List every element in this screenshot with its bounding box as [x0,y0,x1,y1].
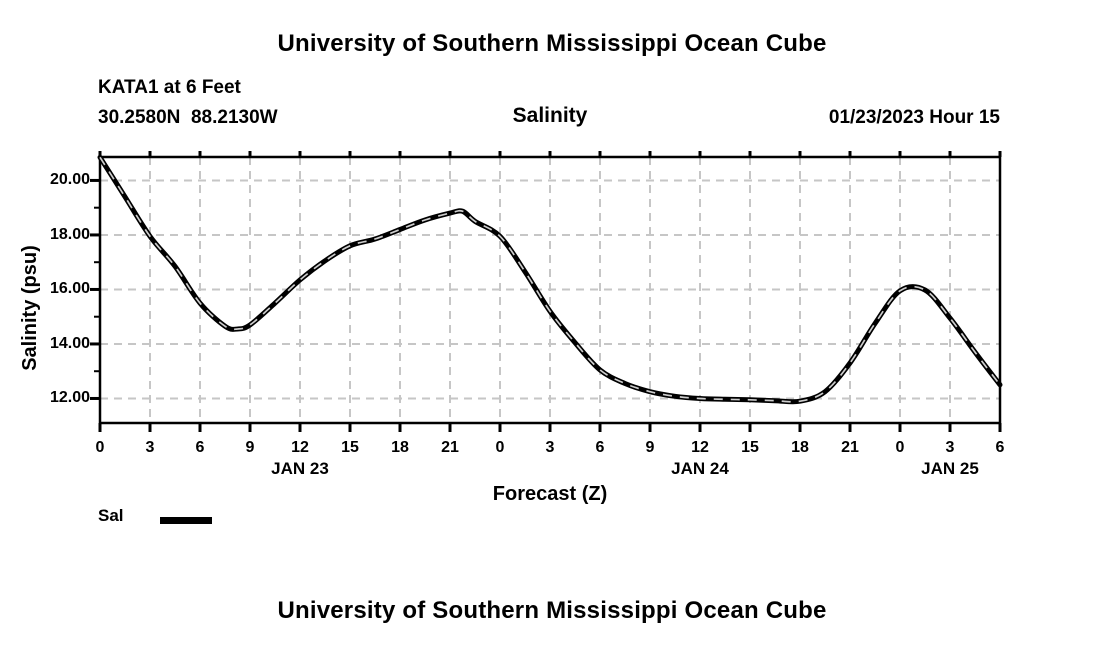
x-tick-label: 12 [691,439,709,456]
forecast-datetime: 01/23/2023 Hour 15 [828,107,1000,128]
salinity-curve [97,154,1003,405]
x-tick-label: 6 [195,439,205,456]
x-tick-label: 9 [245,439,255,456]
x-tick-label: 6 [595,439,605,456]
footer-title: University of Southern Mississippi Ocean… [277,597,827,624]
x-tick-label: 18 [791,439,809,456]
x-tick-label: 3 [545,439,555,456]
x-axis-label: Forecast (Z) [492,483,608,505]
x-tick-label: 15 [341,439,359,456]
legend-label: Sal [98,506,124,525]
x-tick-label: 6 [995,439,1005,456]
x-tick-label: 12 [291,439,309,456]
y-tick-label: 12.00 [49,389,90,407]
salinity-plot [90,151,1003,432]
day-label: JAN 25 [921,459,979,478]
x-tick-label: 21 [841,439,859,456]
page-title: University of Southern Mississippi Ocean… [277,30,827,57]
y-tick-label: 20.00 [49,171,90,189]
x-tick-label: 9 [645,439,655,456]
day-label: JAN 23 [271,459,329,478]
chart-title: Salinity [512,104,588,127]
y-tick-label: 16.00 [49,280,90,298]
x-tick-label: 0 [895,439,905,456]
x-tick-label: 15 [741,439,759,456]
y-tick-label: 14.00 [49,334,90,352]
x-tick-label: 3 [145,439,155,456]
station-coordinates: 30.2580N 88.2130W [98,107,278,128]
x-tick-label: 3 [945,439,955,456]
x-tick-label: 18 [391,439,409,456]
salinity-curve-dash-overlay [99,156,1001,403]
day-label: JAN 24 [671,459,729,478]
y-tick-label: 18.00 [49,225,90,243]
station-name-depth: KATA1 at 6 Feet [98,77,241,98]
legend-line-swatch [160,517,212,524]
x-tick-label: 0 [95,439,105,456]
y-axis-label: Salinity (psu) [19,245,41,371]
x-tick-label: 21 [441,439,459,456]
x-tick-label: 0 [495,439,505,456]
